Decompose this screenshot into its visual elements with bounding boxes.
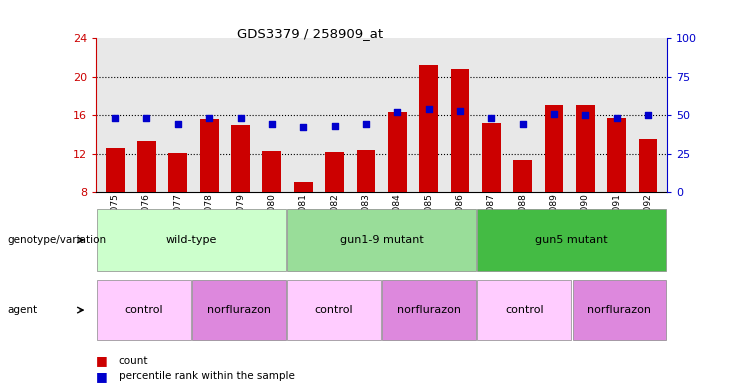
Text: count: count <box>119 356 148 366</box>
Bar <box>451 69 469 192</box>
Point <box>579 112 591 118</box>
Text: ■: ■ <box>96 370 108 383</box>
Point <box>141 115 153 121</box>
Text: norflurazon: norflurazon <box>397 305 461 315</box>
Text: norflurazon: norflurazon <box>588 305 651 315</box>
Bar <box>576 104 595 192</box>
Bar <box>356 150 376 192</box>
Point <box>642 112 654 118</box>
Text: ■: ■ <box>96 354 108 367</box>
Point <box>203 115 215 121</box>
Point <box>172 121 184 127</box>
Point <box>266 121 278 127</box>
Text: genotype/variation: genotype/variation <box>7 235 107 245</box>
Text: wild-type: wild-type <box>166 235 217 245</box>
Bar <box>419 65 438 192</box>
Bar <box>482 123 501 192</box>
Bar <box>514 161 532 192</box>
Bar <box>168 152 187 192</box>
Point <box>454 108 466 114</box>
Bar <box>231 125 250 192</box>
Point <box>485 115 497 121</box>
Text: gun5 mutant: gun5 mutant <box>536 235 608 245</box>
Bar <box>639 139 657 192</box>
Bar <box>294 182 313 192</box>
Point <box>297 124 309 131</box>
Point <box>548 111 560 117</box>
Point <box>329 123 341 129</box>
Bar <box>325 152 344 192</box>
Text: control: control <box>315 305 353 315</box>
Point <box>109 115 121 121</box>
Bar <box>608 118 626 192</box>
Bar <box>106 148 124 192</box>
Text: control: control <box>124 305 163 315</box>
Point <box>516 121 528 127</box>
Bar <box>262 151 282 192</box>
Text: agent: agent <box>7 305 38 315</box>
Text: control: control <box>505 305 544 315</box>
Bar <box>545 104 563 192</box>
Text: norflurazon: norflurazon <box>207 305 271 315</box>
Point <box>422 106 434 112</box>
Text: GDS3379 / 258909_at: GDS3379 / 258909_at <box>237 27 383 40</box>
Text: percentile rank within the sample: percentile rank within the sample <box>119 371 294 381</box>
Point <box>360 121 372 127</box>
Text: gun1-9 mutant: gun1-9 mutant <box>339 235 424 245</box>
Bar <box>137 141 156 192</box>
Bar <box>200 119 219 192</box>
Point <box>235 115 247 121</box>
Bar <box>388 112 407 192</box>
Point <box>611 115 622 121</box>
Point <box>391 109 403 115</box>
